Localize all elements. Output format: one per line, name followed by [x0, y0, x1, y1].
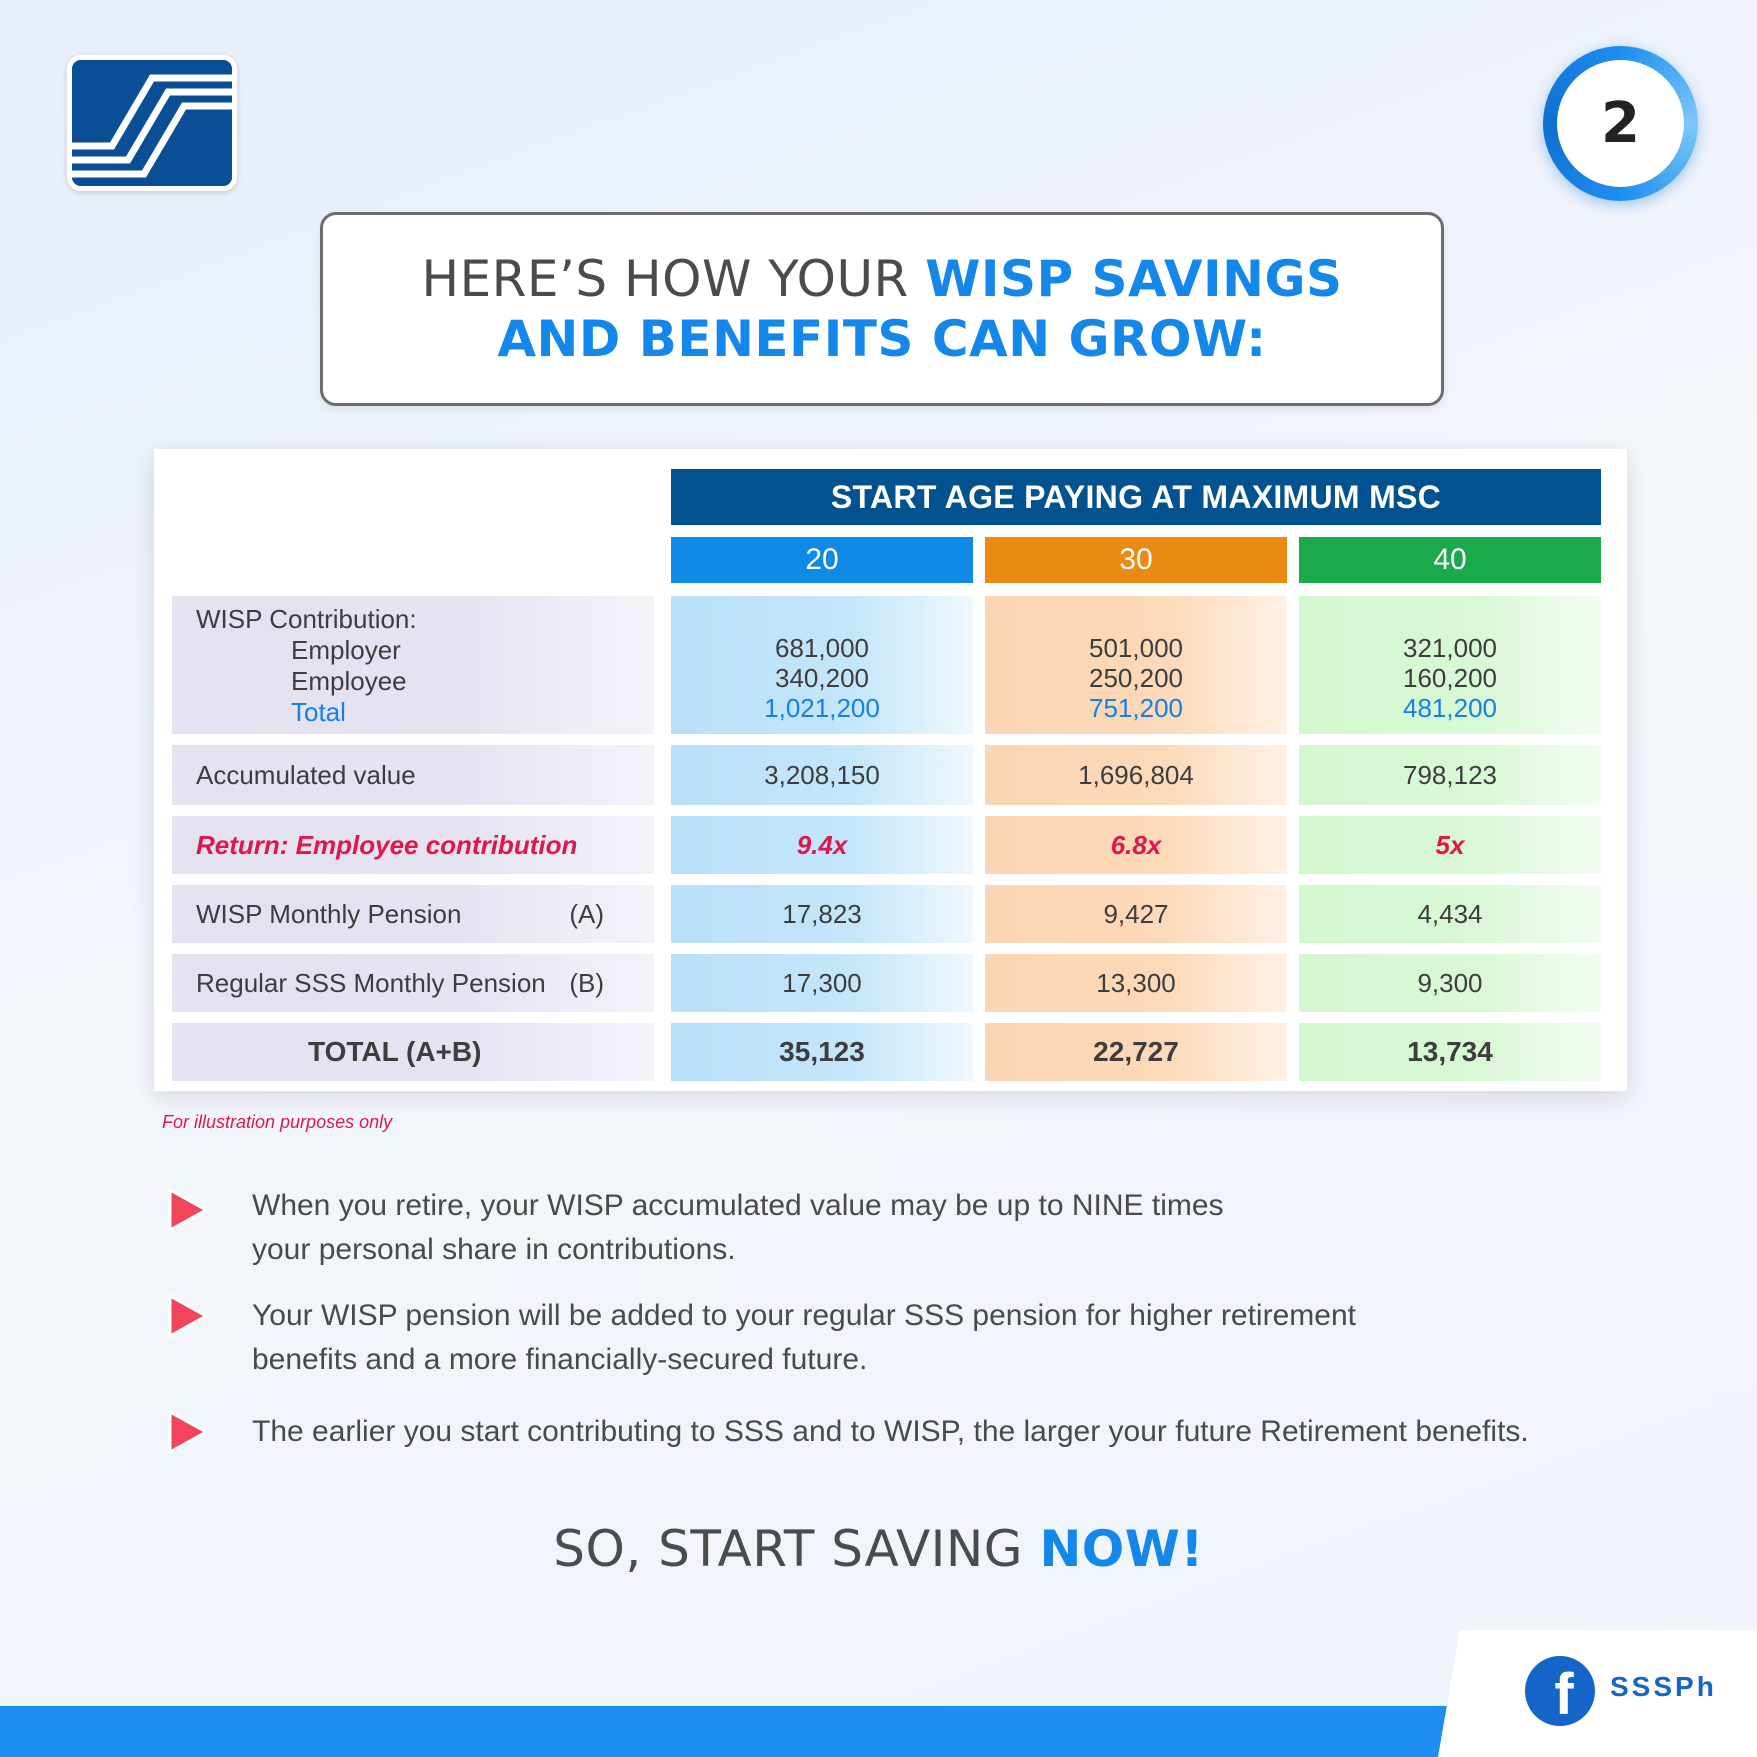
page-number: 2 [1557, 60, 1684, 187]
total-value-40: 481,200 [1403, 693, 1497, 723]
total-label: Total [291, 697, 346, 727]
title-blue-text: WISP SAVINGS [925, 250, 1343, 308]
contribution-label: WISP Contribution: [196, 604, 417, 634]
wisp-pension-value-30: 9,427 [985, 885, 1287, 943]
age-header-20: 20 [671, 537, 973, 583]
title-line-2: AND BENEFITS CAN GROW: [497, 309, 1266, 369]
bullet-2: Your WISP pension will be added to your … [252, 1294, 1356, 1382]
return-value-20: 9.4x [671, 816, 973, 874]
employer-value-30: 501,000 [1089, 633, 1183, 663]
sss-logo [67, 55, 237, 191]
return-value-30: 6.8x [985, 816, 1287, 874]
total-value-a-b-20: 35,123 [671, 1023, 973, 1081]
total-value-a-b-40: 13,734 [1299, 1023, 1601, 1081]
title-blue-text-2: AND BENEFITS CAN GROW: [497, 310, 1267, 368]
wisp-pension-value-40: 4,434 [1299, 885, 1601, 943]
employee-value-20: 340,200 [775, 663, 869, 693]
regular-pension-label: Regular SSS Monthly Pension [196, 967, 546, 998]
contribution-cell-20: 681,000 340,200 1,021,200 [671, 596, 973, 734]
regular-pension-value-40: 9,300 [1299, 954, 1601, 1012]
wisp-pension-tag: (A) [569, 898, 604, 929]
bullet-2-line-2: benefits and a more financially-secured … [252, 1343, 868, 1376]
employee-value-30: 250,200 [1089, 663, 1183, 693]
age-header-30: 30 [985, 537, 1287, 583]
play-arrow-icon [168, 1188, 208, 1232]
cta-blue-text: NOW! [1039, 1520, 1204, 1578]
contribution-cell-30: 501,000 250,200 751,200 [985, 596, 1287, 734]
age-header-40: 40 [1299, 537, 1601, 583]
bullet-1-line-2: your personal share in contributions. [252, 1233, 736, 1266]
accumulated-value-40: 798,123 [1299, 745, 1601, 805]
contribution-cell-40: 321,000 160,200 481,200 [1299, 596, 1601, 734]
return-value-40: 5x [1299, 816, 1601, 874]
call-to-action: SO, START SAVING NOW! [0, 1520, 1757, 1578]
play-arrow-icon [168, 1294, 208, 1338]
sss-logo-mark [72, 60, 232, 186]
cta-gray-text: SO, START SAVING [553, 1520, 1040, 1578]
accumulated-value-30: 1,696,804 [985, 745, 1287, 805]
regular-pension-tag: (B) [569, 967, 604, 998]
employer-value-40: 321,000 [1403, 633, 1497, 663]
social-handle[interactable]: SSSPh [1610, 1671, 1717, 1702]
bullet-1-line-1: When you retire, your WISP accumulated v… [252, 1189, 1224, 1222]
total-value-a-b-30: 22,727 [985, 1023, 1287, 1081]
bullet-1: When you retire, your WISP accumulated v… [252, 1184, 1224, 1272]
accumulated-value-20: 3,208,150 [671, 745, 973, 805]
bullet-3: The earlier you start contributing to SS… [252, 1410, 1529, 1454]
total-value-30: 751,200 [1089, 693, 1183, 723]
footer-bar [0, 1706, 1460, 1757]
bullet-3-line-1: The earlier you start contributing to SS… [252, 1415, 1529, 1448]
title-gray-text: HERE’S HOW YOUR [421, 250, 926, 308]
title-line-1: HERE’S HOW YOUR WISP SAVINGS [421, 249, 1342, 309]
social-footer [1460, 1630, 1757, 1757]
total-value-20: 1,021,200 [764, 693, 880, 723]
row-label-accumulated: Accumulated value [172, 745, 654, 805]
table-main-header: START AGE PAYING AT MAXIMUM MSC [671, 469, 1601, 525]
row-label-return: Return: Employee contribution [172, 816, 654, 874]
row-label-contribution: WISP Contribution: Employer Employee Tot… [172, 596, 654, 734]
wisp-pension-value-20: 17,823 [671, 885, 973, 943]
title-box: HERE’S HOW YOUR WISP SAVINGS AND BENEFIT… [320, 212, 1444, 406]
row-label-regular-pension: Regular SSS Monthly Pension (B) [172, 954, 654, 1012]
employer-value-20: 681,000 [775, 633, 869, 663]
regular-pension-value-30: 13,300 [985, 954, 1287, 1012]
regular-pension-value-20: 17,300 [671, 954, 973, 1012]
page-number-badge: 2 [1543, 46, 1698, 201]
play-arrow-icon [168, 1410, 208, 1454]
facebook-icon[interactable]: f [1525, 1656, 1595, 1726]
comparison-table: START AGE PAYING AT MAXIMUM MSC 20 30 40… [154, 449, 1627, 1091]
disclaimer: For illustration purposes only [162, 1112, 393, 1132]
row-label-wisp-pension: WISP Monthly Pension (A) [172, 885, 654, 943]
row-label-total: TOTAL (A+B) [172, 1023, 654, 1081]
bullet-2-line-1: Your WISP pension will be added to your … [252, 1299, 1356, 1332]
employee-value-40: 160,200 [1403, 663, 1497, 693]
employer-label: Employer [291, 635, 401, 665]
wisp-pension-label: WISP Monthly Pension [196, 898, 462, 929]
employee-label: Employee [291, 666, 407, 696]
